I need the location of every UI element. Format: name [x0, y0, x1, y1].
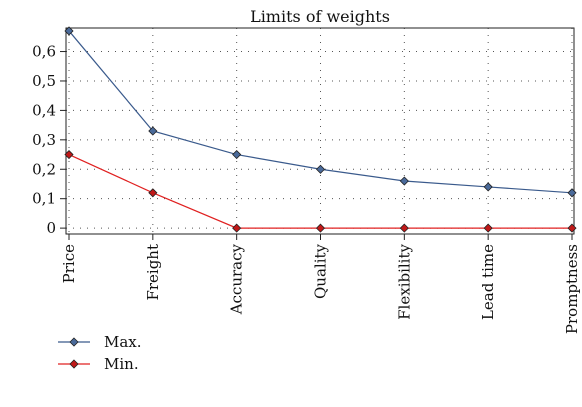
x-tick-label: Lead time [479, 244, 497, 320]
series-layer [64, 26, 577, 233]
data-point [148, 126, 158, 136]
y-tick-label: 0,5 [32, 72, 56, 90]
grid [66, 28, 574, 234]
data-point [315, 164, 326, 174]
legend-item: Max. [58, 333, 142, 351]
data-point [483, 223, 493, 233]
data-point [232, 223, 242, 233]
y-tick-label: 0,3 [32, 131, 56, 149]
legend-item: Min. [58, 355, 139, 373]
legend-label: Max. [104, 333, 142, 351]
y-tick-label: 0,2 [32, 160, 56, 178]
x-tick-label: Accuracy [228, 243, 246, 315]
data-point [483, 182, 493, 192]
x-tick-label: Promptness [563, 244, 581, 334]
data-point [232, 149, 242, 160]
data-point [567, 223, 577, 233]
y-tick-label: 0,6 [32, 43, 56, 61]
data-point [64, 149, 74, 160]
legend-marker [69, 359, 79, 369]
data-point [399, 176, 409, 186]
legend-label: Min. [104, 355, 139, 373]
series-min [64, 149, 577, 233]
data-point [148, 188, 158, 198]
axes: 0 0,1 0,2 0,3 0,4 0,5 0,6 Price Freight Accuracy Q… [32, 27, 581, 334]
data-point [567, 188, 577, 198]
chart-title: Limits of weights [250, 7, 390, 26]
x-tick-label: Price [60, 244, 78, 283]
x-tick-label: Flexibility [395, 243, 413, 319]
y-tick-label: 0,1 [32, 190, 56, 208]
series-max [64, 26, 577, 198]
data-point [315, 223, 326, 233]
legend: Max. Min. [58, 333, 142, 373]
legend-marker [69, 337, 79, 347]
data-point [399, 223, 409, 233]
data-point [64, 26, 74, 36]
x-tick-label: Quality [312, 243, 330, 299]
x-tick-label: Freight [144, 244, 162, 301]
y-tick-label: 0 [46, 219, 56, 237]
y-tick-label: 0,4 [32, 101, 56, 119]
